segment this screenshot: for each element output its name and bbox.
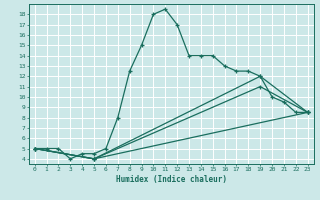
X-axis label: Humidex (Indice chaleur): Humidex (Indice chaleur) — [116, 175, 227, 184]
